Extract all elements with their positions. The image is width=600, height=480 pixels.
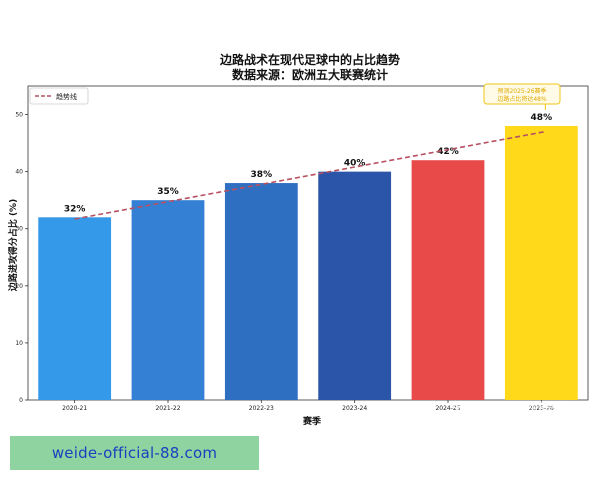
chart-title: 边路战术在现代足球中的占比趋势 xyxy=(219,52,400,67)
legend-trend-label: 趋势线 xyxy=(56,92,77,101)
bar xyxy=(411,160,485,400)
legend-box xyxy=(29,87,89,105)
x-tick-label: 2023-24 xyxy=(342,405,367,412)
x-tick-label: 2024-25 xyxy=(435,405,460,412)
annotation-line-1: 预测2025-26赛季 xyxy=(497,87,546,95)
url-banner[interactable]: weide-official-88.com xyxy=(10,436,259,470)
url-link[interactable]: weide-official-88.com xyxy=(51,444,218,462)
x-tick-label: 2021-22 xyxy=(155,405,180,412)
data-label: 35% xyxy=(157,187,179,197)
x-tick-label: 2020-21 xyxy=(62,405,87,412)
data-label: 32% xyxy=(64,204,86,214)
bar xyxy=(318,171,392,400)
data-label: 40% xyxy=(344,159,366,169)
x-tick-label: 2025-26 xyxy=(529,405,554,412)
annotation-line-2: 边路占比将达48% xyxy=(497,95,547,103)
chart-subtitle: 数据来源：欧洲五大联赛统计 xyxy=(232,67,388,82)
annotation-box xyxy=(483,83,561,105)
data-label: 42% xyxy=(437,147,459,157)
plot-frame xyxy=(27,85,589,401)
y-tick-label: 20 xyxy=(15,283,23,290)
y-tick-label: 30 xyxy=(15,226,23,233)
data-label: 48% xyxy=(531,113,553,123)
annotation: 预测2025-26赛季 边路占比将达48% xyxy=(483,83,561,105)
plot-area: 0 10 20 30 40 50 2020-21 32% 2021-22 35% 2022-23 38… xyxy=(15,85,589,412)
y-tick-label: 50 xyxy=(15,112,23,119)
legend: 趋势线 xyxy=(29,87,89,105)
y-tick-label: 10 xyxy=(15,340,23,347)
bar xyxy=(504,125,578,401)
bar xyxy=(131,200,205,400)
x-axis-title: 赛季 xyxy=(302,415,322,427)
y-axis-title: 边路进攻得分占比 (%) xyxy=(7,199,19,292)
data-label: 38% xyxy=(251,170,273,180)
y-tick-label: 40 xyxy=(15,169,23,176)
x-tick-label: 2022-23 xyxy=(249,405,274,412)
y-tick-label: 0 xyxy=(19,397,23,404)
bar xyxy=(38,217,112,400)
bar xyxy=(224,183,298,400)
watermark: 知乎 @温酒暖冬 xyxy=(453,399,570,418)
